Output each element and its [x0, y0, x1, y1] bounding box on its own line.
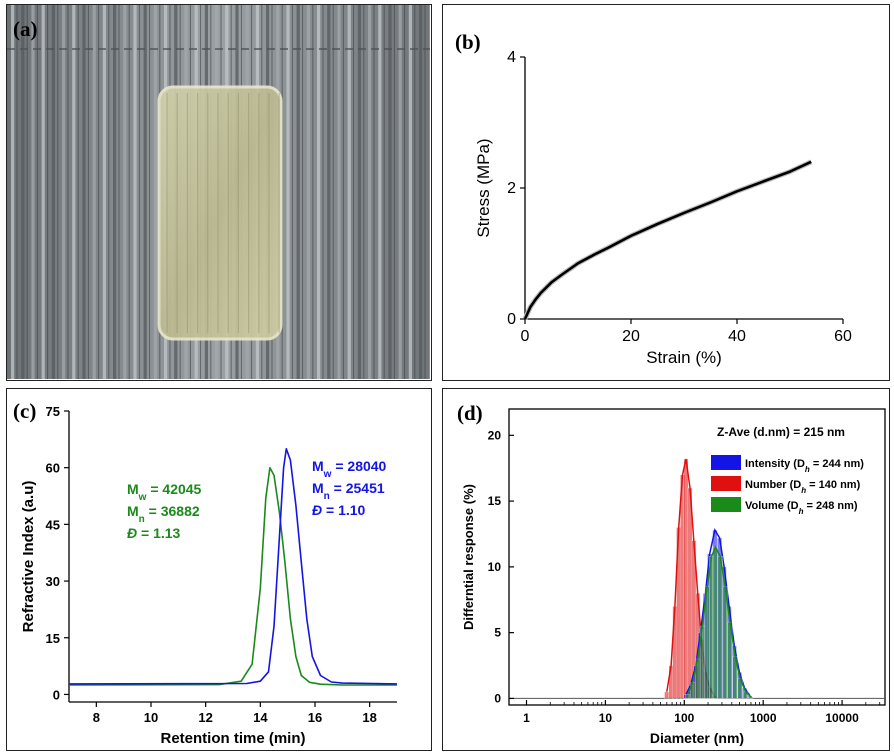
panel-c-label: (c): [13, 399, 37, 423]
x-tick-label: 40: [728, 328, 746, 345]
x-tick-label: 0: [521, 328, 530, 345]
y-tick-label: 4: [507, 49, 516, 66]
y-axis-label: Refractive Index (a.u): [20, 481, 37, 633]
series-group: [684, 545, 754, 699]
legend-label: Intensity (Dh = 244 nm): [745, 458, 864, 474]
x-tick-label: 8: [93, 710, 100, 725]
legend-label: Number (Dh = 140 nm): [745, 479, 861, 495]
plot-frame: [508, 408, 886, 706]
chart-title: Z-Ave (d.nm) = 215 nm: [717, 425, 845, 439]
mn-text: Mn = 25451: [312, 480, 385, 502]
y-tick-label: 10: [488, 560, 502, 574]
panel-b: 0 20 40 60 0 2 4 Strain (%) Stress (MPa) (b): [442, 4, 890, 381]
stress-strain-chart: 0 20 40 60 0 2 4 Strain (%) Stress (MPa): [474, 49, 852, 367]
panel-d: 1 10 100 1000 10000 0 5 10 15 20 Diameter (nm) Diff…: [442, 388, 890, 751]
x-tick-label: 10: [144, 710, 158, 725]
x-axis-label: Diameter (nm): [650, 730, 744, 746]
panel-a: (a): [6, 4, 432, 381]
mn-text: Mn = 36882: [127, 503, 200, 525]
fit-curve: [686, 545, 752, 698]
histogram-bar: [712, 546, 718, 699]
y-tick-label: 15: [488, 494, 502, 508]
x-tick-label: 16: [308, 710, 322, 725]
series-line: [523, 160, 812, 320]
y-tick-label: 0: [53, 687, 60, 702]
y-tick-label: 20: [488, 428, 502, 442]
legend-swatch: [711, 497, 741, 512]
y-tick-label: 60: [46, 461, 60, 476]
dispersity-text: Đ = 1.13: [127, 525, 181, 541]
y-tick-label: 0: [507, 311, 516, 328]
hydrogel-photo: [7, 5, 430, 379]
histogram-bar: [748, 696, 754, 699]
x-tick-label: 1: [523, 711, 530, 725]
dispersity-text: Đ = 1.10: [312, 502, 366, 518]
panel-b-label: (b): [455, 30, 481, 54]
mw-text: Mw = 42045: [127, 481, 202, 503]
y-tick-label: 0: [494, 691, 501, 705]
y-tick-label: 2: [507, 180, 516, 197]
histogram-bar: [684, 694, 691, 699]
y-tick-label: 75: [46, 404, 60, 419]
mw-text: Mw = 28040: [312, 458, 387, 480]
y-axis-label: Differntial response (%): [461, 484, 476, 630]
y-tick-label: 45: [46, 517, 60, 532]
legend-label: Volume (Dh = 248 nm): [745, 500, 858, 516]
series-line: [68, 448, 398, 685]
x-tick-label: 20: [622, 328, 640, 345]
hydrogel-sample: [157, 85, 283, 341]
series-shadow: [522, 159, 813, 321]
x-tick-label: 10: [599, 711, 613, 725]
panel-d-label: (d): [457, 401, 483, 425]
x-tick-label: 10000: [825, 711, 859, 725]
y-axis-label: Stress (MPa): [474, 138, 493, 237]
x-tick-label: 18: [362, 710, 376, 725]
x-tick-label: 100: [674, 711, 694, 725]
legend-swatch: [711, 455, 741, 470]
y-tick-label: 5: [494, 626, 501, 640]
series-group: [664, 458, 717, 699]
dls-chart: 1 10 100 1000 10000 0 5 10 15 20 Diameter (nm) Diff…: [461, 408, 886, 746]
x-axis-label: Retention time (min): [161, 730, 306, 747]
series-line: [68, 466, 397, 686]
histogram-bar: [717, 556, 723, 699]
legend-swatch: [711, 476, 741, 491]
gpc-chart: 8 10 12 14 16 18 0 15 30 45 60 75 Retention time (mi…: [20, 404, 398, 747]
x-tick-label: 14: [253, 710, 268, 725]
panel-a-label: (a): [13, 17, 38, 41]
gel-stripes: [166, 93, 280, 333]
y-tick-label: 15: [46, 631, 60, 646]
y-tick-label: 30: [46, 574, 60, 589]
x-tick-label: 60: [834, 328, 852, 345]
histogram-bar: [664, 691, 670, 699]
panel-c: 8 10 12 14 16 18 0 15 30 45 60 75 Retention time (mi…: [6, 388, 432, 751]
x-axis-label: Strain (%): [646, 348, 722, 367]
x-tick-label: 12: [198, 710, 212, 725]
x-tick-label: 1000: [750, 711, 777, 725]
